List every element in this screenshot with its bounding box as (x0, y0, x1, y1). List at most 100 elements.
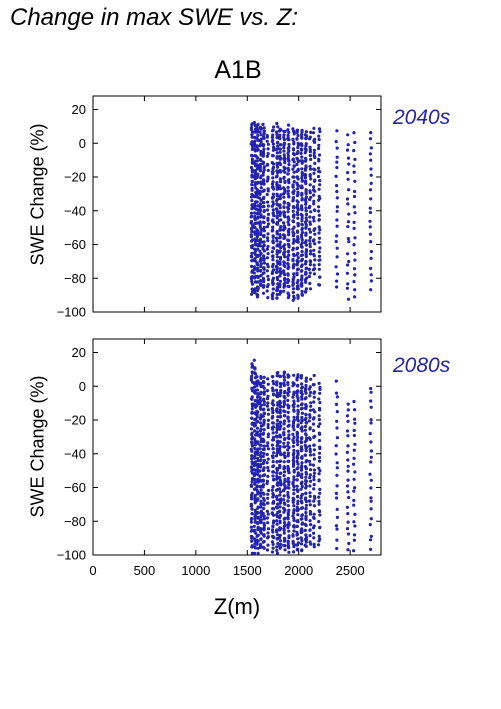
data-point (271, 492, 275, 496)
data-point (299, 468, 304, 472)
data-point (352, 164, 356, 168)
data-point (282, 374, 286, 378)
data-point (282, 149, 286, 153)
data-point (308, 476, 312, 480)
data-point (334, 444, 338, 448)
data-point (265, 269, 269, 273)
data-point (286, 291, 290, 295)
data-point (353, 486, 357, 490)
data-point (271, 530, 275, 534)
data-point (278, 279, 282, 283)
data-point (296, 494, 300, 498)
data-point (282, 186, 286, 190)
data-point (278, 459, 282, 463)
data-point (295, 128, 299, 132)
data-point (312, 471, 317, 475)
data-point (259, 262, 263, 266)
data-point (258, 453, 262, 457)
data-point (291, 129, 296, 133)
data-point (347, 495, 351, 500)
data-point (250, 507, 254, 511)
data-point (276, 442, 280, 446)
data-point (275, 292, 279, 297)
data-point (303, 424, 308, 429)
data-point (250, 365, 254, 369)
data-point (250, 512, 254, 516)
data-point (303, 176, 308, 180)
data-point (250, 362, 254, 366)
data-point (299, 147, 303, 151)
data-point (255, 280, 259, 284)
data-point (266, 222, 271, 226)
data-point (282, 543, 286, 548)
data-point (282, 422, 286, 426)
data-point (304, 130, 308, 134)
data-point (353, 288, 357, 292)
data-point (259, 443, 263, 447)
data-point (255, 292, 259, 296)
data-point (258, 432, 263, 436)
data-point (312, 252, 316, 256)
data-point (369, 249, 373, 254)
data-point (346, 532, 351, 536)
data-point (275, 422, 279, 426)
data-point (291, 290, 295, 295)
data-point (250, 157, 254, 161)
data-point (335, 395, 339, 399)
data-point (295, 533, 299, 537)
data-point (286, 373, 290, 377)
data-point (262, 392, 266, 396)
data-point (303, 159, 307, 163)
data-point (282, 445, 286, 449)
data-point (252, 551, 257, 555)
data-point (258, 237, 263, 241)
page-title: Change in max SWE vs. Z: (10, 4, 299, 31)
data-point (335, 209, 339, 213)
data-point (250, 469, 254, 474)
data-point (261, 540, 265, 544)
data-point (261, 511, 265, 516)
data-point (287, 482, 291, 487)
data-point (276, 165, 280, 169)
data-point (265, 501, 270, 505)
data-point (335, 527, 339, 531)
data-point (253, 480, 257, 484)
data-point (262, 189, 266, 193)
data-point (308, 271, 312, 275)
data-point (300, 155, 304, 159)
data-point (275, 232, 279, 236)
data-point (255, 426, 259, 430)
data-point (255, 511, 260, 515)
data-point (287, 423, 291, 427)
data-point (270, 550, 275, 554)
data-point (250, 214, 254, 218)
data-point (292, 408, 296, 412)
data-point (308, 415, 312, 419)
data-point (282, 498, 286, 502)
data-point (250, 535, 254, 539)
data-point (275, 394, 279, 398)
data-point (262, 147, 266, 151)
data-point (275, 466, 279, 471)
data-point (317, 424, 321, 428)
data-point (286, 215, 290, 220)
data-point (304, 196, 308, 200)
data-point (262, 506, 266, 511)
data-point (308, 263, 312, 267)
data-point (287, 265, 291, 269)
data-point (335, 218, 339, 222)
data-point (346, 177, 350, 181)
data-point (317, 381, 321, 385)
data-point (258, 126, 262, 130)
data-point (262, 126, 266, 130)
data-point (353, 470, 357, 474)
data-point (262, 167, 266, 171)
data-point (253, 443, 257, 447)
data-point (255, 413, 259, 417)
data-point (335, 484, 339, 488)
data-point (275, 440, 279, 444)
data-point (369, 440, 373, 444)
data-point (250, 437, 254, 441)
data-point (291, 137, 295, 141)
data-point (256, 266, 260, 270)
